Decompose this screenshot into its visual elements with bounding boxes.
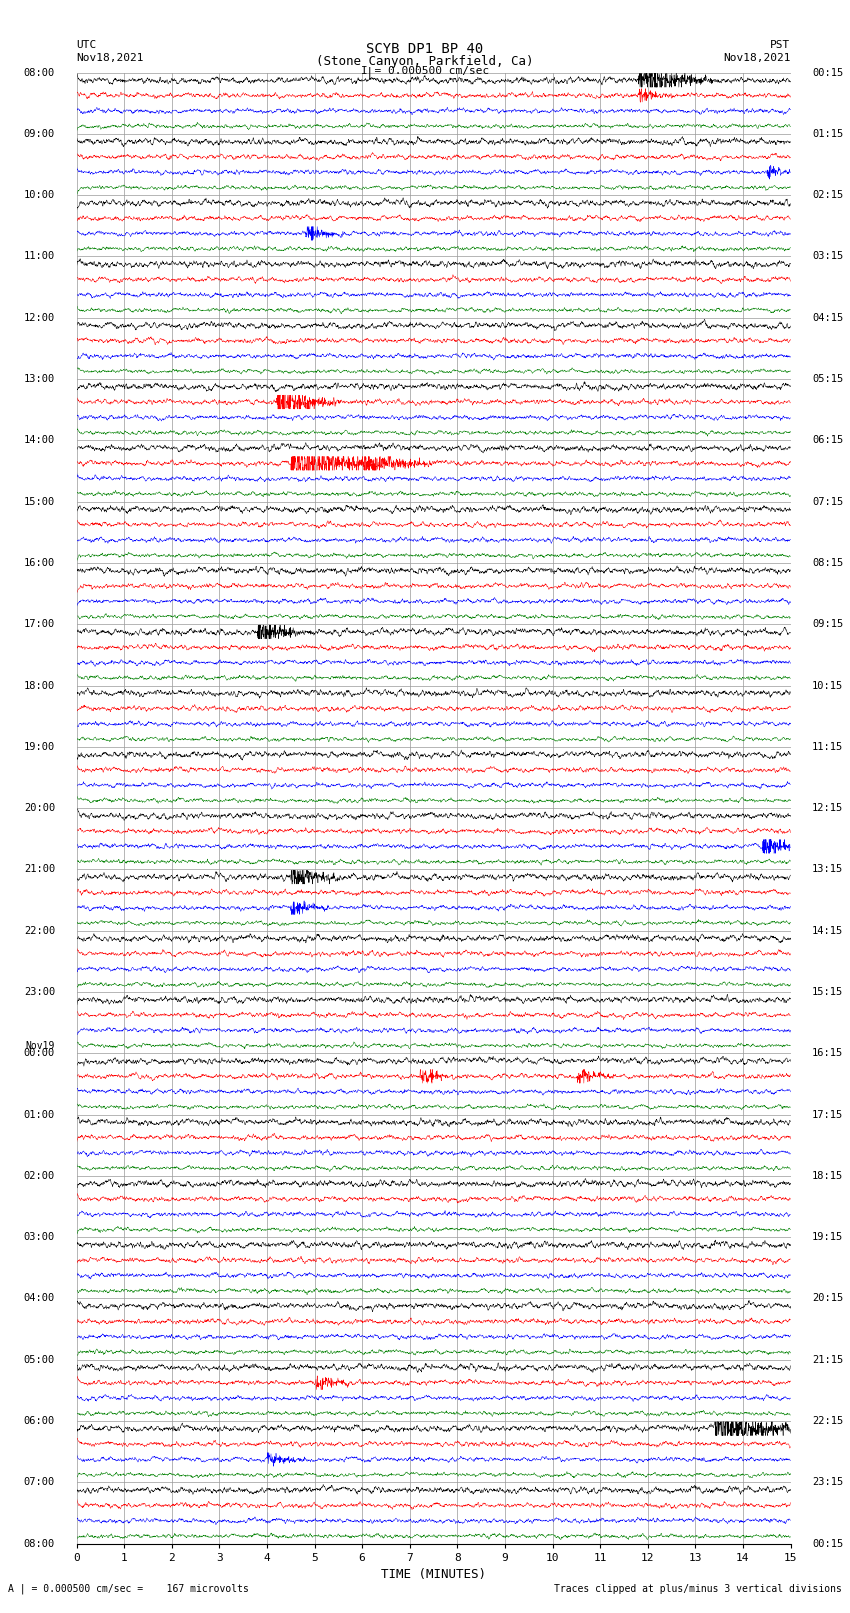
Text: Traces clipped at plus/minus 3 vertical divisions: Traces clipped at plus/minus 3 vertical …	[553, 1584, 842, 1594]
Text: 20:00: 20:00	[24, 803, 55, 813]
Text: 17:15: 17:15	[812, 1110, 843, 1119]
Text: 00:00: 00:00	[24, 1048, 55, 1058]
Text: 09:15: 09:15	[812, 619, 843, 629]
Text: 02:15: 02:15	[812, 190, 843, 200]
Text: 21:15: 21:15	[812, 1355, 843, 1365]
Text: |: |	[366, 66, 373, 79]
X-axis label: TIME (MINUTES): TIME (MINUTES)	[381, 1568, 486, 1581]
Text: 23:00: 23:00	[24, 987, 55, 997]
Text: 15:00: 15:00	[24, 497, 55, 506]
Text: 12:15: 12:15	[812, 803, 843, 813]
Text: 20:15: 20:15	[812, 1294, 843, 1303]
Text: 14:15: 14:15	[812, 926, 843, 936]
Text: 17:00: 17:00	[24, 619, 55, 629]
Text: 08:00: 08:00	[24, 1539, 55, 1548]
Text: 03:00: 03:00	[24, 1232, 55, 1242]
Text: (Stone Canyon, Parkfield, Ca): (Stone Canyon, Parkfield, Ca)	[316, 55, 534, 68]
Text: 13:15: 13:15	[812, 865, 843, 874]
Text: 00:15: 00:15	[812, 1539, 843, 1548]
Text: 13:00: 13:00	[24, 374, 55, 384]
Text: PST: PST	[770, 40, 790, 50]
Text: 21:00: 21:00	[24, 865, 55, 874]
Text: 07:15: 07:15	[812, 497, 843, 506]
Text: 05:00: 05:00	[24, 1355, 55, 1365]
Text: 19:15: 19:15	[812, 1232, 843, 1242]
Text: 08:15: 08:15	[812, 558, 843, 568]
Text: 04:00: 04:00	[24, 1294, 55, 1303]
Text: 04:15: 04:15	[812, 313, 843, 323]
Text: 11:00: 11:00	[24, 252, 55, 261]
Text: 10:15: 10:15	[812, 681, 843, 690]
Text: 23:15: 23:15	[812, 1478, 843, 1487]
Text: I = 0.000500 cm/sec: I = 0.000500 cm/sec	[361, 66, 489, 76]
Text: 18:15: 18:15	[812, 1171, 843, 1181]
Text: 16:15: 16:15	[812, 1048, 843, 1058]
Text: 00:15: 00:15	[812, 68, 843, 77]
Text: 01:00: 01:00	[24, 1110, 55, 1119]
Text: SCYB DP1 BP 40: SCYB DP1 BP 40	[366, 42, 484, 56]
Text: 07:00: 07:00	[24, 1478, 55, 1487]
Text: 18:00: 18:00	[24, 681, 55, 690]
Text: 02:00: 02:00	[24, 1171, 55, 1181]
Text: Nov18,2021: Nov18,2021	[76, 53, 144, 63]
Text: 16:00: 16:00	[24, 558, 55, 568]
Text: 09:00: 09:00	[24, 129, 55, 139]
Text: 10:00: 10:00	[24, 190, 55, 200]
Text: Nov19: Nov19	[26, 1040, 55, 1052]
Text: 11:15: 11:15	[812, 742, 843, 752]
Text: 15:15: 15:15	[812, 987, 843, 997]
Text: 05:15: 05:15	[812, 374, 843, 384]
Text: A | = 0.000500 cm/sec =    167 microvolts: A | = 0.000500 cm/sec = 167 microvolts	[8, 1582, 249, 1594]
Text: 06:00: 06:00	[24, 1416, 55, 1426]
Text: 22:15: 22:15	[812, 1416, 843, 1426]
Text: 06:15: 06:15	[812, 436, 843, 445]
Text: 19:00: 19:00	[24, 742, 55, 752]
Text: 22:00: 22:00	[24, 926, 55, 936]
Text: 03:15: 03:15	[812, 252, 843, 261]
Text: 08:00: 08:00	[24, 68, 55, 77]
Text: Nov18,2021: Nov18,2021	[723, 53, 791, 63]
Text: 14:00: 14:00	[24, 436, 55, 445]
Text: 12:00: 12:00	[24, 313, 55, 323]
Text: UTC: UTC	[76, 40, 97, 50]
Text: 01:15: 01:15	[812, 129, 843, 139]
